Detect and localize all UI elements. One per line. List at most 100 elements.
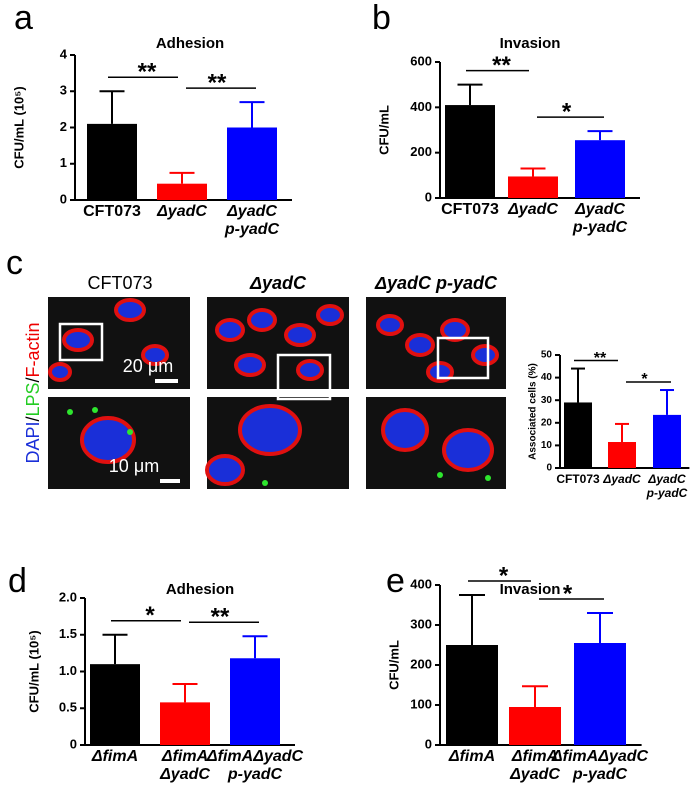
bar (564, 402, 592, 468)
y-axis-label: CFU/mL (10⁵) (11, 86, 26, 168)
x-tick-label: p-yadC (224, 221, 280, 238)
stain: F-actin (23, 322, 43, 377)
y-tick-label: 600 (410, 53, 432, 68)
y-tick-label: 200 (410, 144, 432, 159)
x-tick-label: ΔyadC (509, 766, 560, 783)
bar-chart: 0 200 400 600 Invasion CFU/mL CFT073 ΔyadC ΔyadC… (376, 35, 640, 236)
chart-title: Invasion (500, 581, 561, 598)
y-tick-label: 0 (70, 736, 77, 751)
x-tick-label: ΔfimA (448, 748, 495, 765)
y-tick-label: 2 (60, 119, 67, 134)
bar (508, 176, 558, 198)
significance-label: * (641, 371, 648, 388)
y-tick-label: 3 (60, 83, 67, 98)
bar (157, 183, 207, 200)
y-tick-label: 1.0 (59, 663, 77, 678)
y-tick-label: 0 (546, 463, 552, 474)
significance-label: * (499, 562, 509, 589)
significance-label: * (562, 98, 572, 125)
bar (653, 414, 681, 468)
column-label: ΔyadC (249, 273, 307, 293)
bar-chart: 0 1 2 3 4 Adhesion CFU/mL (10⁵) CFT073 ΔyadC Δyad… (11, 35, 292, 238)
chart-title: Invasion (500, 35, 561, 52)
significance-label: ** (138, 59, 157, 86)
y-axis-label: CFU/mL (376, 105, 391, 155)
x-tick-label: CFT073 (83, 203, 141, 220)
y-tick-label: 0 (425, 189, 432, 204)
x-tick-label: ΔyadC (602, 472, 641, 486)
y-tick-label: 1.5 (59, 626, 77, 641)
bar (87, 123, 137, 200)
bar (445, 105, 495, 198)
x-tick-label: ΔfimAΔyadC (206, 748, 304, 765)
y-tick-label: 1 (60, 155, 67, 170)
y-axis-label: Associated cells (%) (528, 363, 539, 460)
x-tick-label: ΔyadC (226, 203, 277, 220)
significance-label: ** (211, 604, 230, 631)
column-label: ΔyadC p-yadC (374, 273, 498, 293)
panel-letter: c (6, 244, 23, 282)
y-tick-label: 300 (410, 616, 432, 631)
scale-bars: 20 μm 10 μm (109, 356, 173, 476)
y-tick-label: 20 (541, 417, 553, 428)
x-tick-label: ΔyadC (507, 201, 558, 218)
x-tick-label: CFT073 (556, 472, 600, 486)
y-tick-label: 200 (410, 656, 432, 671)
stain-label: DAPI/LPS/F-actin (23, 322, 43, 463)
bar (446, 645, 498, 745)
stain: / (23, 377, 43, 382)
panel-letter: d (8, 562, 27, 600)
x-tick-label: ΔyadC (159, 766, 210, 783)
significance-label: ** (492, 52, 511, 79)
bar (230, 658, 280, 745)
x-tick-label: p-yadC (227, 766, 283, 783)
bar (160, 702, 210, 745)
x-tick-label: p-yadC (572, 766, 628, 783)
y-tick-label: 400 (410, 99, 432, 114)
bar (227, 127, 277, 200)
x-tick-label: ΔfimA (511, 748, 558, 765)
scale-label: 10 μm (109, 456, 159, 476)
significance-label: ** (594, 350, 607, 367)
significance-label: * (563, 580, 573, 607)
scale-label: 20 μm (123, 356, 173, 376)
x-tick-label: ΔyadC (647, 472, 686, 486)
bar (574, 643, 626, 745)
significance-label: ** (208, 69, 227, 96)
bar (575, 140, 625, 198)
stain: LPS (23, 382, 43, 416)
y-tick-label: 400 (410, 576, 432, 591)
bar (90, 664, 140, 745)
bar (608, 442, 636, 468)
y-axis-label: CFU/mL (10⁵) (26, 630, 41, 712)
x-tick-label: ΔfimA (91, 748, 138, 765)
panel-letter: b (372, 0, 391, 37)
x-tick-label: p-yadC (572, 219, 628, 236)
chart-title: Adhesion (166, 581, 234, 598)
y-tick-label: 30 (541, 395, 553, 406)
y-tick-label: 0 (425, 736, 432, 751)
x-tick-label: ΔyadC (156, 203, 207, 220)
x-tick-label: CFT073 (441, 201, 499, 218)
y-tick-label: 0 (60, 191, 67, 206)
y-tick-label: 100 (410, 696, 432, 711)
y-tick-label: 40 (541, 372, 553, 383)
stain: / (23, 417, 43, 422)
panel-letter: a (14, 0, 33, 37)
x-tick-label: p-yadC (646, 486, 688, 500)
micrographs (48, 297, 506, 489)
chart-title: Adhesion (156, 35, 224, 52)
column-label: CFT073 (87, 273, 152, 293)
panel-letter: e (386, 562, 405, 600)
y-tick-label: 2.0 (59, 589, 77, 604)
x-tick-label: ΔyadC (574, 201, 625, 218)
y-tick-label: 4 (60, 46, 68, 61)
significance-label: * (145, 602, 155, 629)
bar (509, 707, 561, 745)
y-tick-label: 10 (541, 440, 553, 451)
y-tick-label: 50 (541, 350, 553, 361)
y-tick-label: 0.5 (59, 700, 77, 715)
